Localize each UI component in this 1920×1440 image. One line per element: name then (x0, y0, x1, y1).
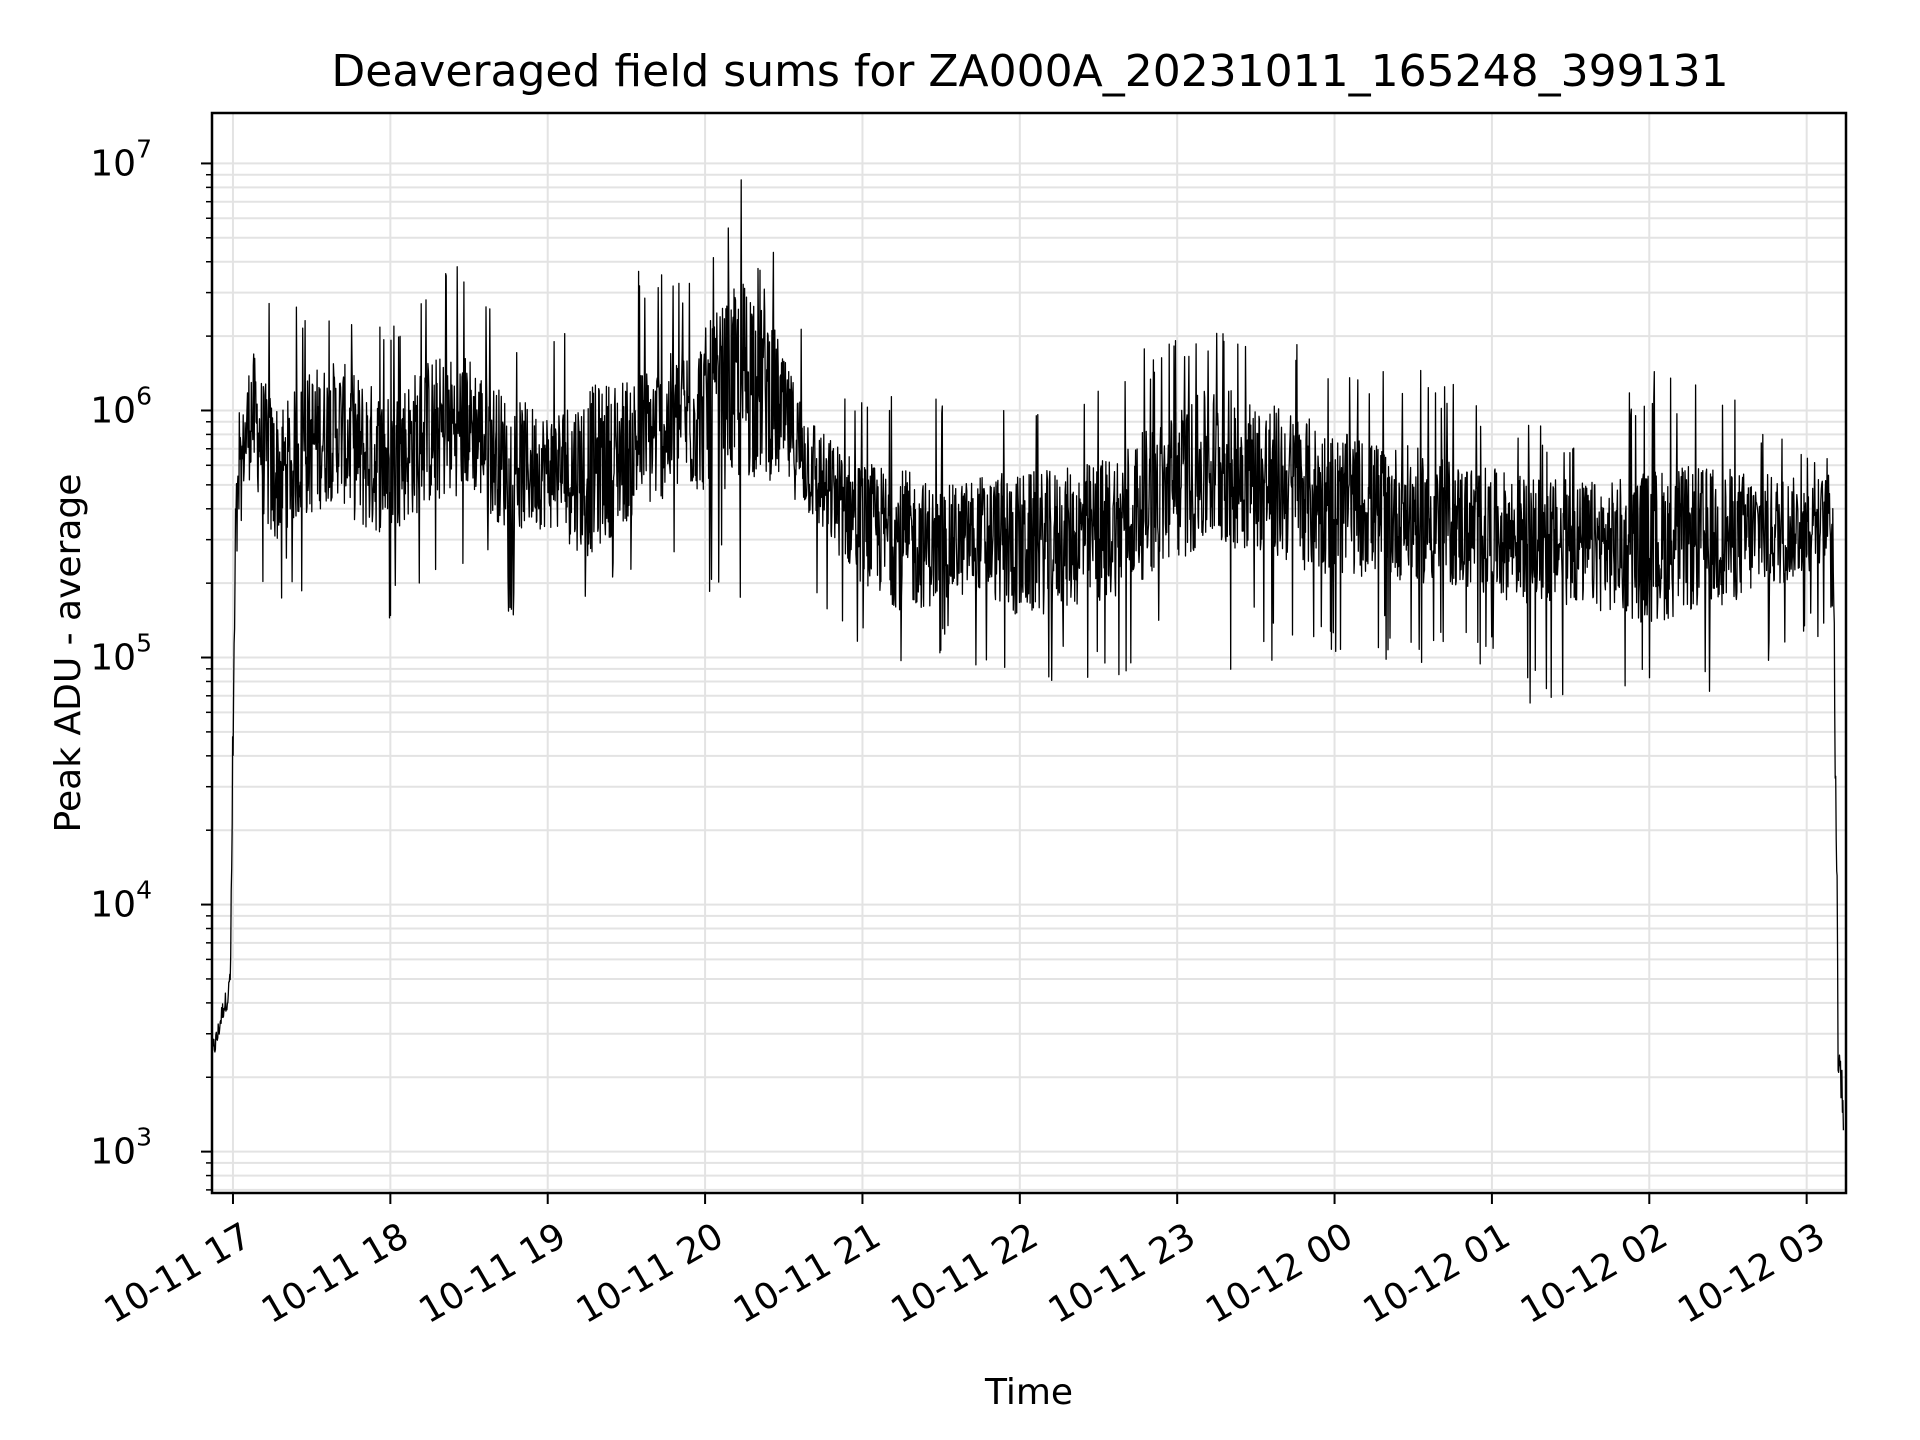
plot-area (210, 111, 1848, 1195)
x-axis-label: Time (984, 1372, 1073, 1413)
y-tick-label: 104 (90, 876, 152, 926)
x-tick-label: 10-11 19 (412, 1215, 573, 1331)
y-tick-exponent: 7 (136, 134, 152, 163)
y-tick-label: 103 (90, 1123, 152, 1173)
y-tick-base: 10 (90, 638, 136, 679)
x-tick-label: 10-11 17 (98, 1215, 259, 1331)
data-series (211, 179, 1845, 1131)
y-tick-base: 10 (90, 143, 136, 184)
y-tick-exponent: 3 (136, 1123, 152, 1152)
y-tick-exponent: 4 (136, 876, 152, 905)
y-tick-label: 105 (90, 629, 152, 679)
y-tick-base: 10 (90, 885, 136, 926)
x-tick-label: 10-12 03 (1671, 1215, 1832, 1331)
y-axis-label: Peak ADU - average (48, 474, 89, 833)
chart-title: Deaveraged field sums for ZA000A_2023101… (331, 46, 1728, 97)
y-tick-exponent: 6 (136, 381, 152, 410)
y-tick-base: 10 (90, 1132, 136, 1173)
y-tick-label: 107 (90, 134, 152, 184)
x-tick-label: 10-12 02 (1514, 1215, 1675, 1331)
series-line (211, 179, 1845, 1131)
x-tick-label: 10-11 23 (1042, 1215, 1203, 1331)
y-tick-label: 106 (90, 381, 152, 431)
y-tick-exponent: 5 (136, 629, 152, 658)
x-tick-label: 10-11 20 (570, 1215, 731, 1331)
x-tick-label: 10-11 18 (255, 1215, 416, 1331)
x-tick-label: 10-11 22 (884, 1215, 1045, 1331)
y-tick-base: 10 (90, 390, 136, 431)
x-tick-label: 10-12 00 (1199, 1215, 1360, 1331)
plot-frame (210, 111, 1848, 1195)
x-tick-label: 10-11 21 (727, 1215, 888, 1331)
x-tick-label: 10-12 01 (1357, 1215, 1518, 1331)
